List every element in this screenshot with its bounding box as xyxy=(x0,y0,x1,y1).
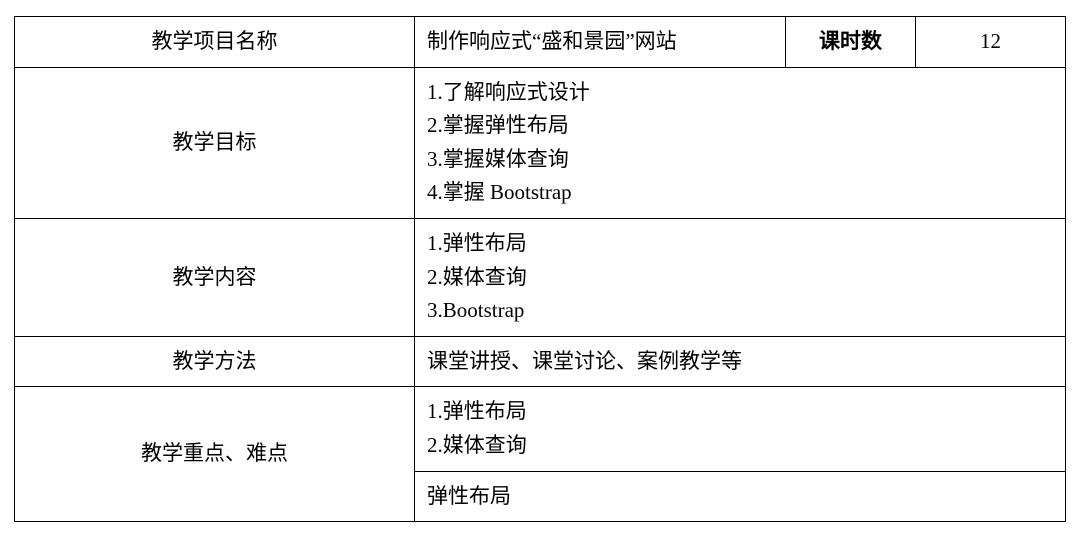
label-keypoints: 教学重点、难点 xyxy=(15,387,415,522)
label-methods: 教学方法 xyxy=(15,336,415,387)
content-objectives: 1.了解响应式设计 2.掌握弹性布局 3.掌握媒体查询 4.掌握 Bootstr… xyxy=(415,67,1066,218)
content-keypoints-1: 1.弹性布局 2.媒体查询 xyxy=(415,387,1066,471)
content-keypoints-2: 弹性布局 xyxy=(415,471,1066,522)
row-keypoints-1: 教学重点、难点 1.弹性布局 2.媒体查询 xyxy=(15,387,1066,471)
content-methods: 课堂讲授、课堂讨论、案例教学等 xyxy=(415,336,1066,387)
value-hours: 12 xyxy=(916,17,1066,68)
row-methods: 教学方法 课堂讲授、课堂讨论、案例教学等 xyxy=(15,336,1066,387)
content-content: 1.弹性布局 2.媒体查询 3.Bootstrap xyxy=(415,218,1066,336)
label-hours: 课时数 xyxy=(786,17,916,68)
label-content: 教学内容 xyxy=(15,218,415,336)
row-objectives: 教学目标 1.了解响应式设计 2.掌握弹性布局 3.掌握媒体查询 4.掌握 Bo… xyxy=(15,67,1066,218)
label-project-name: 教学项目名称 xyxy=(15,17,415,68)
content-project-name: 制作响应式“盛和景园”网站 xyxy=(415,17,786,68)
row-project-name: 教学项目名称 制作响应式“盛和景园”网站 课时数 12 xyxy=(15,17,1066,68)
label-objectives: 教学目标 xyxy=(15,67,415,218)
row-content: 教学内容 1.弹性布局 2.媒体查询 3.Bootstrap xyxy=(15,218,1066,336)
teaching-plan-table: 教学项目名称 制作响应式“盛和景园”网站 课时数 12 教学目标 1.了解响应式… xyxy=(14,16,1066,522)
